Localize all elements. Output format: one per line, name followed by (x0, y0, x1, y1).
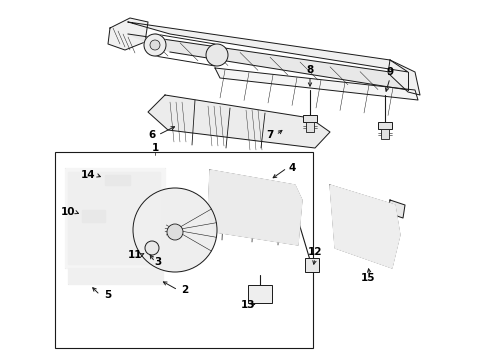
Polygon shape (148, 95, 330, 148)
Circle shape (150, 40, 160, 50)
Polygon shape (128, 34, 408, 90)
Polygon shape (388, 200, 405, 218)
Text: 1: 1 (151, 143, 159, 153)
Polygon shape (128, 22, 408, 72)
Polygon shape (68, 172, 160, 264)
Circle shape (206, 44, 228, 66)
Polygon shape (82, 210, 105, 222)
Polygon shape (68, 268, 163, 284)
Text: 9: 9 (387, 67, 393, 77)
Bar (303, 115, 317, 122)
Text: 6: 6 (148, 130, 156, 140)
Polygon shape (65, 168, 165, 268)
Bar (55, 152, 313, 348)
Circle shape (145, 241, 159, 255)
Polygon shape (215, 68, 418, 100)
Text: 15: 15 (361, 273, 375, 283)
Polygon shape (105, 175, 130, 185)
Polygon shape (388, 60, 420, 95)
Text: 13: 13 (241, 300, 255, 310)
Circle shape (144, 34, 166, 56)
Circle shape (133, 188, 217, 272)
Text: 8: 8 (306, 65, 314, 75)
Text: 2: 2 (181, 285, 189, 295)
Polygon shape (208, 170, 302, 245)
Polygon shape (330, 185, 400, 268)
Bar (248, 285, 272, 303)
Bar (381, 129, 389, 139)
Bar (305, 258, 319, 272)
Polygon shape (108, 18, 148, 50)
Text: 3: 3 (154, 257, 162, 267)
Text: 10: 10 (61, 207, 75, 217)
Text: 7: 7 (266, 130, 274, 140)
Text: 4: 4 (288, 163, 295, 173)
Circle shape (167, 224, 183, 240)
Text: 5: 5 (104, 290, 112, 300)
Bar (306, 122, 314, 132)
Text: 11: 11 (128, 250, 142, 260)
Bar (378, 122, 392, 129)
Text: 12: 12 (308, 247, 322, 257)
Text: 14: 14 (81, 170, 96, 180)
